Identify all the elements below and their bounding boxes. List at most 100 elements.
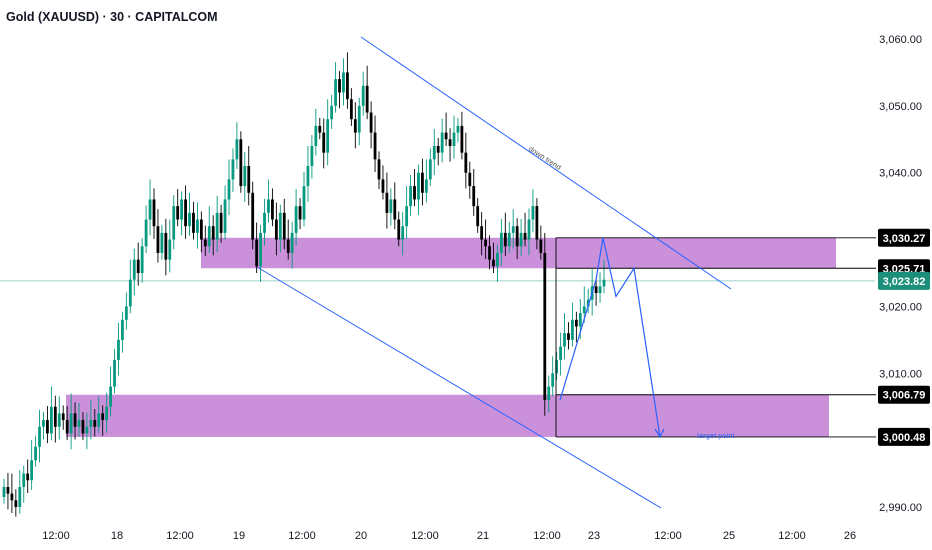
candle-body [310, 145, 314, 167]
candle-body [503, 232, 507, 247]
candle-body [440, 132, 444, 153]
candle-body [77, 420, 81, 427]
candle-body [476, 206, 480, 227]
price-tag [878, 385, 930, 404]
candle-body [480, 226, 484, 240]
candle-body [456, 125, 460, 133]
candle-body [417, 172, 420, 200]
candle-body [424, 179, 428, 193]
candle-body [53, 406, 57, 427]
x-tick-label: 26 [844, 530, 856, 542]
candle-body [357, 105, 361, 133]
candle-body [30, 460, 34, 481]
candle-body [326, 119, 330, 153]
candle-body [499, 232, 503, 253]
candle-body [152, 199, 156, 227]
candle-body [452, 132, 456, 146]
candle-body [22, 473, 26, 487]
time-axis[interactable]: 12:00 18 12:00 19 12:00 20 12:00 21 12:00 23 12:00… [42, 530, 856, 542]
candle-body [574, 319, 578, 327]
candle-body [484, 239, 487, 247]
candle-body [121, 319, 124, 340]
candle-body [223, 199, 227, 233]
candle-body [227, 179, 231, 200]
candle-body [598, 286, 602, 294]
candlestick-series [2, 52, 606, 517]
x-tick-label: 12:00 [42, 530, 70, 542]
candle-body [128, 279, 132, 307]
candle-body [432, 145, 436, 160]
candle-body [338, 79, 341, 93]
price-tag-label: 3,000.48 [883, 432, 926, 444]
candle-body [511, 226, 515, 233]
candle-body [140, 246, 144, 273]
candle-body [113, 359, 116, 387]
candle-body [199, 219, 203, 240]
candle-body [346, 72, 349, 100]
x-tick-label: 12:00 [288, 530, 316, 542]
y-tick-label: 3,020.00 [879, 301, 922, 313]
candle-body [555, 359, 559, 374]
y-tick-label: 3,040.00 [879, 168, 922, 180]
x-tick-label: 21 [477, 530, 489, 542]
candle-body [389, 199, 393, 213]
candle-body [38, 426, 41, 447]
price-axis[interactable]: 3,060.00 3,050.00 3,040.00 3,020.00 3,010.00… [878, 34, 930, 514]
candle-body [547, 386, 551, 401]
candle-body [472, 186, 476, 207]
candle-body [519, 232, 523, 247]
candle-body [6, 486, 10, 494]
candle-body [219, 212, 223, 233]
candle-body [168, 239, 172, 260]
candle-body [436, 145, 440, 153]
candle-body [148, 199, 152, 220]
candle-body [105, 406, 109, 421]
candle-body [460, 125, 464, 153]
upper-trendline [360, 36, 732, 290]
candle-body [46, 420, 49, 434]
candle-body [235, 139, 239, 160]
chart-title: Gold (XAUUSD) · 30 · CAPITALCOM [6, 10, 218, 24]
candle-body [278, 212, 282, 240]
candle-body [567, 333, 570, 340]
support-resistance-zones [66, 237, 836, 437]
candle-body [101, 413, 105, 421]
candle-body [582, 306, 586, 314]
candle-body [2, 486, 6, 497]
candle-body [89, 420, 93, 427]
x-tick-label: 12:00 [778, 530, 806, 542]
y-tick-label: 3,010.00 [879, 368, 922, 380]
candle-body [318, 125, 322, 133]
x-tick-label: 25 [723, 530, 735, 542]
candle-body [26, 473, 30, 481]
candle-body [401, 226, 405, 240]
x-tick-label: 20 [355, 530, 367, 542]
candle-body [109, 386, 112, 407]
candle-body [192, 212, 195, 233]
candle-body [290, 232, 294, 253]
x-tick-label: 12:00 [166, 530, 194, 542]
candle-body [421, 172, 424, 193]
price-tag [878, 271, 930, 290]
x-tick-label: 19 [233, 530, 245, 542]
x-tick-label: 12:00 [411, 530, 439, 542]
candle-body [369, 112, 373, 133]
candle-body [57, 413, 61, 427]
candle-body [97, 413, 101, 427]
candle-body [306, 166, 310, 187]
candle-body [18, 486, 22, 507]
candle-body [180, 199, 184, 220]
candle-body [594, 286, 598, 294]
candle-body [539, 239, 543, 253]
candle-body [353, 119, 357, 133]
candle-body [255, 239, 259, 267]
candle-body [247, 166, 251, 193]
candle-body [286, 239, 290, 253]
candle-body [172, 206, 176, 240]
candle-body [207, 226, 211, 247]
trend-drawings: down trend target point [256, 36, 876, 509]
x-tick-label: 23 [588, 530, 600, 542]
candle-body [211, 226, 215, 240]
candle-body [263, 212, 266, 233]
